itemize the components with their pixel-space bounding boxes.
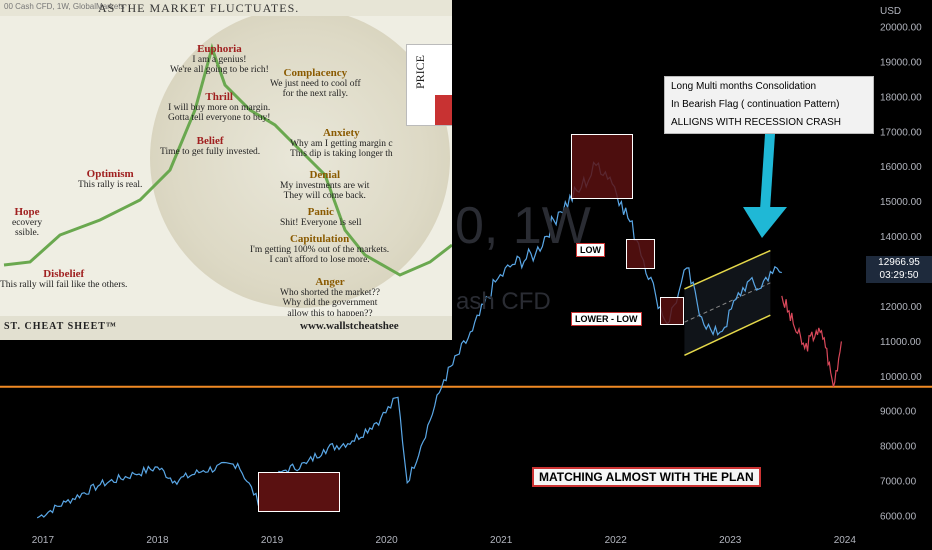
highlight-box-low	[626, 239, 655, 269]
low-label: LOW	[576, 243, 605, 257]
stage-name: Belief	[196, 135, 224, 147]
stage-anger: Anger Who shorted the market?? Why did th…	[280, 277, 380, 319]
plan-match-label: MATCHING ALMOST WITH THE PLAN	[532, 467, 761, 487]
stage-name: Panic	[307, 206, 334, 218]
stage-text: Time to get fully invested.	[160, 146, 261, 157]
y-tick-label: 20000.00	[880, 22, 922, 33]
stage-hope: Hope ecovery ssible.	[12, 207, 42, 239]
inset-brand: ST. CHEAT SHEET™	[4, 321, 117, 332]
stage-name: Euphoria	[197, 43, 242, 55]
y-tick-label: 18000.00	[880, 92, 922, 103]
arrow-down-icon	[743, 134, 787, 238]
stage-disbelief: Disbelief This rally will fail like the o…	[0, 269, 127, 290]
stage-name: Thrill	[205, 91, 233, 103]
stage-name: Disbelief	[43, 268, 85, 280]
stage-name: Anger	[315, 276, 345, 288]
highlight-box-top	[571, 134, 633, 199]
stage-text: I'm getting 100% out of the markets. I c…	[250, 244, 390, 266]
stage-text: Why am I getting margin c This dip is ta…	[290, 138, 393, 160]
wall-street-cheat-sheet-image: 00 Cash CFD, 1W, GlobalMarkets AS THE MA…	[0, 0, 452, 340]
stage-text: My investments are wit They will come ba…	[280, 180, 370, 202]
stage-text: Shit! Everyone is sell	[280, 217, 362, 228]
price-bar-icon	[435, 95, 452, 125]
x-axis: 2017 2018 2019 2020 2021 2022 2023 2024	[32, 535, 857, 546]
stage-text: I will buy more on margin. Gotta tell ev…	[168, 102, 271, 124]
consolidation-note: Long Multi months Consolidation In Beari…	[664, 76, 874, 134]
price-series-line	[36, 161, 782, 519]
stage-name: Capitulation	[289, 233, 350, 245]
dollar-seal-graphic	[150, 8, 450, 308]
stage-text: ecovery ssible.	[12, 217, 43, 239]
stage-text: This rally is real.	[78, 179, 143, 190]
stage-name: Complacency	[283, 67, 348, 79]
y-tick-label: 8000.00	[880, 442, 917, 453]
inset-header: 00 Cash CFD, 1W, GlobalMarkets AS THE MA…	[0, 0, 452, 16]
x-tick-label: 2021	[490, 535, 513, 546]
price-axis-label: PRICE	[413, 55, 427, 90]
note-line-3: ALLIGNS WITH RECESSION CRASH	[671, 117, 842, 128]
forecast-series-line	[781, 295, 842, 387]
y-tick-label: 10000.00	[880, 372, 922, 383]
bar-countdown: 03:29:50	[879, 270, 919, 281]
stage-name: Anxiety	[322, 127, 360, 139]
x-tick-label: 2022	[605, 535, 628, 546]
y-tick-label: 16000.00	[880, 162, 922, 173]
stage-panic: Panic Shit! Everyone is sell	[280, 207, 362, 228]
x-tick-label: 2023	[719, 535, 742, 546]
watermark-name: ash CFD	[456, 288, 551, 315]
x-tick-label: 2018	[146, 535, 169, 546]
currency-label: USD	[880, 6, 902, 17]
stage-name: Hope	[14, 206, 40, 218]
highlight-box-2019	[258, 472, 340, 512]
x-tick-label: 2020	[375, 535, 398, 546]
stage-optimism: Optimism This rally is real.	[78, 169, 142, 190]
stage-text: I am a genius! We're all going to be ric…	[170, 54, 269, 76]
note-line-1: Long Multi months Consolidation	[671, 81, 817, 92]
stage-name: Optimism	[86, 168, 134, 180]
arrow-head	[743, 207, 787, 238]
channel-upper-line	[684, 249, 771, 290]
arrow-shaft	[760, 134, 775, 210]
highlight-box-lower-low	[660, 297, 684, 325]
y-tick-label: 15000.00	[880, 197, 922, 208]
stage-denial: Denial My investments are wit They will c…	[280, 170, 369, 202]
stage-euphoria: Euphoria I am a genius! We're all going t…	[170, 44, 269, 76]
x-tick-label: 2019	[261, 535, 284, 546]
stage-name: Denial	[309, 169, 340, 181]
stage-text: We just need to cool off for the next ra…	[270, 78, 361, 100]
stage-text: Who shorted the market?? Why did the gov…	[280, 287, 380, 319]
price-legend-box: PRICE	[406, 44, 452, 126]
stage-anxiety: Anxiety Why am I getting margin c This di…	[290, 128, 393, 160]
y-tick-label: 17000.00	[880, 127, 922, 138]
last-price-tag: 12966.95 03:29:50	[866, 256, 932, 283]
note-line-2: In Bearish Flag ( continuation Pattern)	[671, 99, 840, 110]
y-tick-label: 14000.00	[880, 232, 922, 243]
inset-title: AS THE MARKET FLUCTUATES.	[98, 1, 300, 15]
stage-thrill: Thrill I will buy more on margin. Gotta t…	[168, 92, 270, 124]
stage-capitulation: Capitulation I'm getting 100% out of the …	[250, 234, 389, 266]
inset-symbol: 00 Cash CFD, 1W, GlobalMarkets	[4, 2, 125, 11]
inset-url: www.wallstcheatshee	[300, 320, 399, 332]
stage-complacency: Complacency We just need to cool off for …	[270, 68, 361, 100]
lower-low-label: LOWER - LOW	[571, 312, 642, 326]
y-tick-label: 7000.00	[880, 477, 917, 488]
x-tick-label: 2024	[834, 535, 857, 546]
y-tick-label: 19000.00	[880, 57, 922, 68]
y-tick-label: 11000.00	[880, 337, 921, 348]
stage-belief: Belief Time to get fully invested.	[160, 136, 260, 157]
channel-lower-line	[684, 314, 771, 357]
y-tick-label: 6000.00	[880, 512, 917, 523]
y-tick-label: 9000.00	[880, 407, 917, 418]
inset-footer: ST. CHEAT SHEET™ www.wallstcheatshee	[0, 316, 452, 340]
watermark-symbol: 0, 1W	[455, 197, 591, 255]
inset-cycle-chart	[3, 42, 452, 277]
x-tick-label: 2017	[32, 535, 55, 546]
last-price-value: 12966.95	[878, 257, 920, 268]
y-tick-label: 12000.00	[880, 302, 922, 313]
stage-text: This rally will fail like the others.	[0, 279, 128, 290]
